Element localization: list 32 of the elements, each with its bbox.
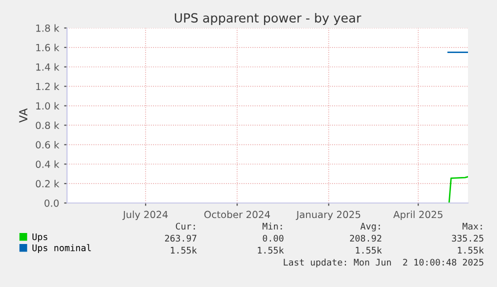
legend-label: Ups nominal <box>32 244 91 253</box>
chart-title: UPS apparent power - by year <box>174 12 362 26</box>
y-tick-label: 0.0 <box>44 199 59 207</box>
text: 1.55k <box>170 246 197 254</box>
text: 263.97 <box>165 234 196 242</box>
x-tick-label: April 2025 <box>393 210 442 220</box>
text: 0.00 <box>262 234 284 242</box>
legend-label: Ups <box>32 233 48 242</box>
text: Cur: <box>176 222 195 230</box>
y-tick-label: 0.2 k <box>36 180 60 188</box>
y-tick-label: 1.0 k <box>36 102 60 110</box>
text: Avg: <box>360 222 380 232</box>
x-tick-label: July 2024 <box>122 210 168 220</box>
text: Last update: Mon Jun 2 10:00:48 2025 <box>284 258 484 268</box>
y-tick-label: 1.2 k <box>36 82 60 90</box>
y-tick-label: 1.8 k <box>36 24 60 32</box>
y-tick-label: 0.4 k <box>36 160 60 168</box>
text: 208.92 <box>350 234 382 242</box>
y-tick-label: 0.8 k <box>36 122 60 130</box>
text: Max: <box>462 222 482 230</box>
text: 1.55k <box>356 246 382 254</box>
x-tick-label: January 2025 <box>296 210 360 220</box>
x-tick-label: October 2024 <box>204 210 270 218</box>
y-tick-label: 1.6 k <box>36 44 60 52</box>
line-series <box>448 176 468 203</box>
y-axis-title: VA <box>19 108 28 123</box>
text: 1.55k <box>258 246 284 254</box>
y-tick-label: 0.6 k <box>36 140 60 148</box>
text: 1.55k <box>458 246 484 254</box>
text: 335.25 <box>452 234 484 242</box>
y-tick-label: 1.4 k <box>36 63 60 71</box>
text: Min: <box>262 222 282 230</box>
